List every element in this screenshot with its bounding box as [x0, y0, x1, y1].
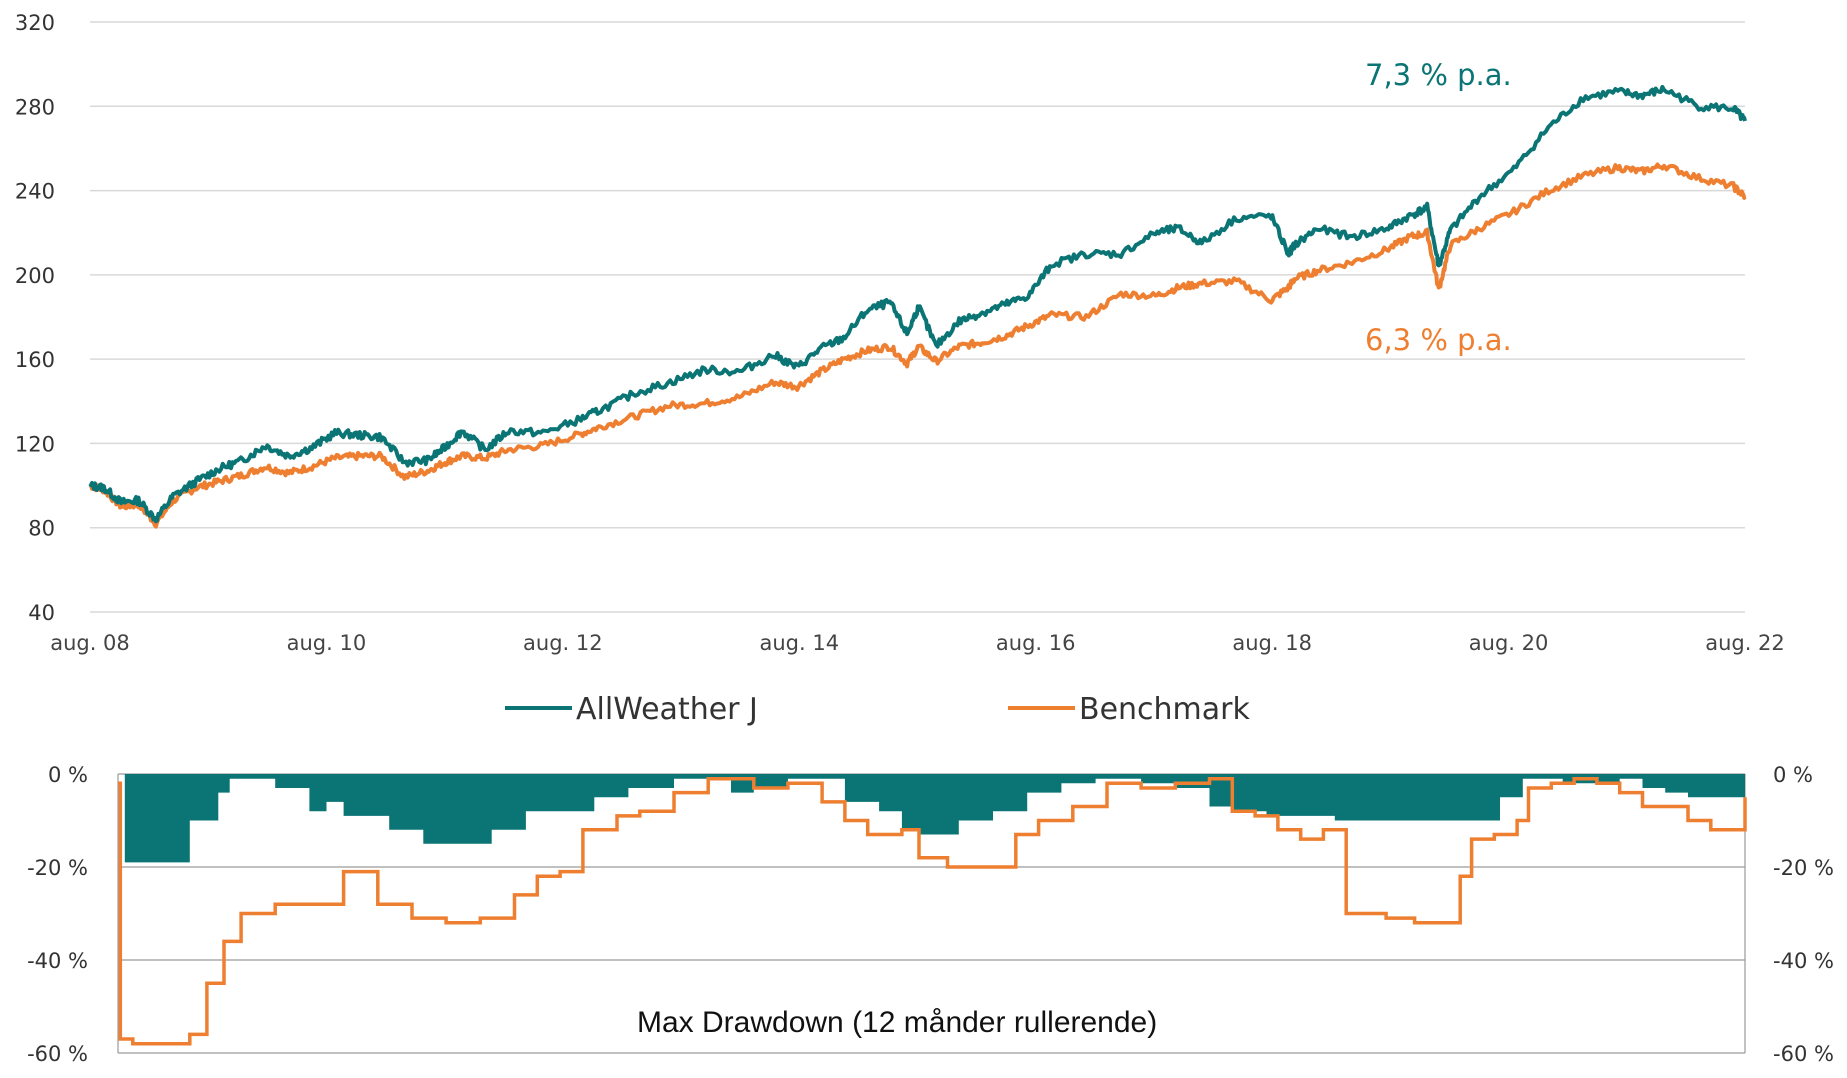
legend: AllWeather J Benchmark	[505, 692, 1251, 727]
top-y-tick-label: 240	[15, 180, 55, 204]
top-x-tick-label: aug. 22	[1705, 631, 1785, 655]
top-x-tick-label: aug. 14	[759, 631, 839, 655]
drawdown-y-tick-right: -60 %	[1773, 1042, 1834, 1066]
top-chart-y-axis: 40 80 120 160 200 240 280 320	[15, 11, 55, 625]
drawdown-y-tick-right: -40 %	[1773, 949, 1834, 973]
drawdown-y-tick-right: -20 %	[1773, 856, 1834, 880]
top-y-tick-label: 40	[28, 601, 55, 625]
top-x-tick-label: aug. 12	[523, 631, 603, 655]
annotation-benchmark: 6,3 % p.a.	[1365, 323, 1512, 357]
drawdown-y-axis-left: -60 % -40 % -20 % 0 %	[27, 763, 88, 1066]
top-chart-grid	[90, 21, 1745, 613]
drawdown-y-tick-left: -40 %	[27, 949, 88, 973]
drawdown-y-tick-right: 0 %	[1773, 763, 1813, 787]
top-y-tick-label: 80	[28, 517, 55, 541]
top-chart-x-axis: aug. 08 aug. 10 aug. 12 aug. 14 aug. 16 aug. …	[50, 631, 1785, 655]
legend-label-allweather: AllWeather J	[576, 692, 758, 727]
top-x-tick-label: aug. 18	[1232, 631, 1312, 655]
annotation-allweather: 7,3 % p.a.	[1365, 58, 1512, 92]
allweather-line	[88, 84, 1747, 524]
top-x-tick-label: aug. 16	[996, 631, 1076, 655]
top-chart-series	[88, 84, 1747, 529]
benchmark-line	[89, 162, 1747, 529]
drawdown-y-tick-left: -60 %	[27, 1042, 88, 1066]
top-y-tick-label: 280	[15, 95, 55, 119]
drawdown-y-tick-left: 0 %	[48, 763, 88, 787]
allweather-drawdown-area	[118, 774, 1745, 863]
top-x-tick-label: aug. 10	[287, 631, 367, 655]
drawdown-chart-line	[118, 776, 1747, 1046]
top-x-tick-label: aug. 20	[1469, 631, 1549, 655]
top-y-tick-label: 160	[15, 348, 55, 372]
top-y-tick-label: 200	[15, 264, 55, 288]
top-y-tick-label: 120	[15, 432, 55, 456]
top-x-tick-label: aug. 08	[50, 631, 130, 655]
benchmark-drawdown-line	[118, 776, 1747, 1046]
drawdown-y-tick-left: -20 %	[27, 856, 88, 880]
drawdown-y-axis-right: -60 % -40 % -20 % 0 %	[1773, 763, 1834, 1066]
top-y-tick-label: 320	[15, 11, 55, 35]
drawdown-chart-area	[118, 774, 1745, 863]
drawdown-title: Max Drawdown (12 månder rullerende)	[637, 1006, 1157, 1039]
legend-label-benchmark: Benchmark	[1079, 692, 1251, 727]
